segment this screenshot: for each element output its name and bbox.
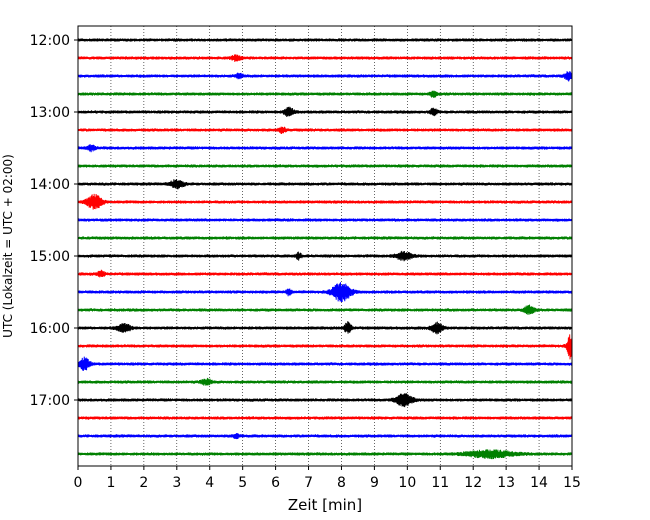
x-tick-label: 1 [106,475,115,491]
y-axis-title: UTC (Lokalzeit = UTC + 02:00) [1,154,15,338]
seismic-trace [77,38,573,42]
seismic-trace [77,282,573,303]
seismic-trace [77,179,573,190]
x-tick-label: 3 [172,475,181,491]
seismic-trace [77,90,573,98]
x-tick-label: 7 [304,475,313,491]
y-tick-label: 16:00 [30,321,70,337]
x-tick-label: 4 [205,475,214,491]
seismic-trace [77,321,573,335]
seismic-trace [77,164,573,168]
y-ticks-layer: 12:00 13:00 14:00 15:00 16:00 17:00 [30,33,78,409]
x-ticks-layer: 0 1 2 3 4 5 6 7 8 9 10 11 12 13 14 15 [74,466,581,491]
y-tick-label: 17:00 [30,393,70,409]
seismic-trace [77,304,573,315]
x-tick-label: 11 [431,475,449,491]
x-tick-label: 6 [271,475,280,491]
x-tick-label: 2 [139,475,148,491]
seismic-trace [77,393,573,408]
y-tick-label: 13:00 [30,105,70,121]
seismic-trace [77,356,573,371]
y-tick-label: 14:00 [30,177,70,193]
x-tick-label: 8 [337,475,346,491]
x-tick-label: 10 [398,475,416,491]
seismic-trace [77,334,573,360]
y-tick-label: 15:00 [30,249,70,265]
seismic-trace [77,126,573,135]
x-tick-label: 12 [464,475,482,491]
grid-layer [110,26,540,466]
seismic-trace [77,193,573,210]
seismic-trace [77,250,573,262]
seismic-trace [77,218,573,222]
traces-layer [77,38,573,460]
x-tick-label: 15 [563,475,581,491]
x-tick-label: 0 [74,475,83,491]
seismic-trace [77,416,573,420]
seismic-trace [77,71,573,82]
seismic-trace [77,54,573,62]
x-tick-label: 9 [370,475,379,491]
x-axis-title: Zeit [min] [288,496,362,514]
seismic-trace [77,269,573,278]
seismic-trace [77,449,573,460]
x-tick-label: 13 [497,475,515,491]
x-tick-label: 5 [238,475,247,491]
x-tick-label: 14 [530,475,548,491]
seismic-trace [77,106,573,118]
seismic-trace [77,144,573,153]
seismic-trace [77,432,573,440]
seismic-trace [77,377,573,386]
y-tick-label: 12:00 [30,33,70,49]
plot-frame [77,25,573,467]
seismic-trace [77,236,573,240]
